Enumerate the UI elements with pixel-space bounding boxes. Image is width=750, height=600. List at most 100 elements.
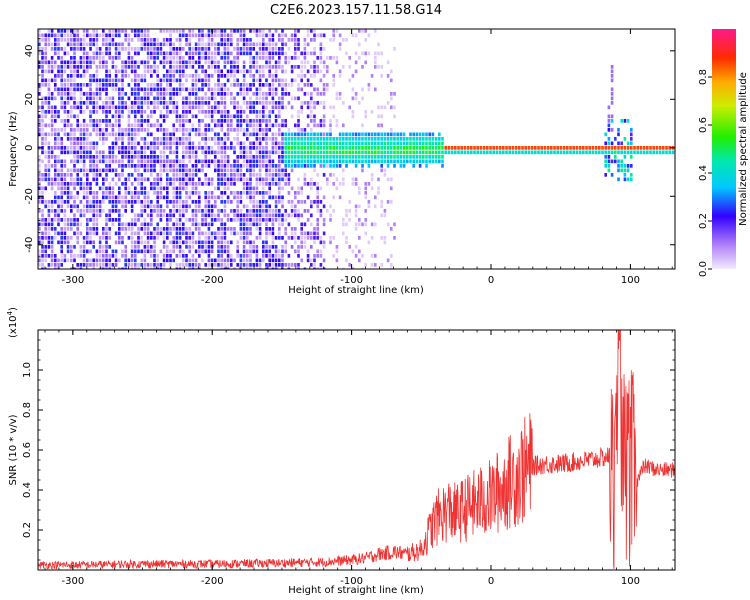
heat-cell (44, 83, 47, 87)
heat-cell (511, 150, 515, 155)
heat-cell (268, 128, 271, 132)
heat-cell (214, 168, 217, 173)
heat-cell (406, 146, 409, 150)
heat-cell (607, 141, 611, 146)
heat-cell (156, 42, 159, 47)
heat-cell (220, 51, 223, 56)
heat-cell (345, 258, 348, 263)
heat-cell (242, 150, 246, 155)
heat-cell (172, 78, 175, 83)
heat-cell (239, 47, 243, 51)
heat-cell (348, 263, 351, 267)
heat-cell (54, 110, 57, 114)
heat-cell (316, 267, 319, 269)
heat-cell (121, 47, 124, 51)
heat-cell (63, 119, 67, 123)
heat-cell (217, 258, 220, 263)
heat-cell (114, 204, 118, 209)
heat-cell (124, 33, 127, 38)
heat-cell (38, 132, 41, 137)
heat-cell (556, 150, 559, 155)
heat-cell (140, 47, 143, 51)
heat-cell (70, 258, 73, 263)
heat-cell (182, 213, 185, 218)
heat-cell (178, 92, 182, 96)
heat-cell (521, 146, 524, 150)
heat-cell (505, 150, 508, 155)
heat-cell (182, 182, 185, 186)
heat-cell (210, 42, 214, 47)
heat-cell (265, 236, 268, 240)
heat-cell (316, 92, 319, 96)
heat-cell (233, 159, 236, 164)
heat-cell (44, 155, 47, 159)
heat-cell (175, 204, 179, 209)
heat-cell (242, 96, 246, 101)
heat-cell (150, 164, 153, 168)
heat-cell (60, 87, 63, 92)
heat-cell (239, 83, 243, 87)
heat-cell (38, 191, 41, 195)
heat-cell (271, 110, 275, 114)
heat-cell (242, 119, 246, 123)
heat-cell (156, 195, 159, 200)
heat-cell (54, 87, 57, 92)
heat-cell (166, 137, 169, 141)
heat-cell (150, 47, 153, 51)
heat-cell (153, 236, 156, 240)
heat-cell (204, 137, 207, 141)
heat-cell (121, 132, 124, 137)
heat-cell (172, 240, 175, 245)
heat-cell (82, 168, 86, 173)
spectrogram-y-axis-label: Frequency (Hz) (8, 111, 19, 187)
heat-cell (233, 146, 236, 150)
heat-cell (127, 51, 131, 56)
heat-cell (191, 222, 195, 227)
heat-cell (463, 146, 467, 150)
heat-cell (294, 78, 297, 83)
heat-cell (431, 146, 435, 150)
heat-cell (297, 245, 300, 249)
heat-cell (319, 263, 323, 267)
heat-cell (329, 146, 332, 150)
heat-cell (114, 240, 118, 245)
heat-cell (86, 168, 89, 173)
heat-cell (79, 245, 83, 249)
heat-cell (246, 123, 249, 128)
heat-cell (89, 87, 92, 92)
heat-cell (258, 137, 262, 141)
heat-cell (310, 105, 313, 110)
heat-cell (105, 119, 108, 123)
heat-cell (73, 231, 76, 236)
heat-cell (156, 254, 159, 258)
heat-cell (252, 209, 255, 213)
heat-cell (290, 209, 294, 213)
heat-cell (582, 150, 585, 155)
heat-cell (287, 213, 291, 218)
heat-cell (303, 209, 307, 213)
heat-cell (630, 146, 633, 150)
heat-cell (86, 218, 89, 222)
heat-cell (246, 209, 249, 213)
heat-cell (127, 60, 131, 65)
heat-cell (370, 222, 374, 227)
heat-cell (134, 128, 137, 132)
heat-cell (236, 29, 239, 33)
heat-cell (54, 191, 57, 195)
heat-cell (44, 177, 47, 182)
heat-cell (620, 159, 623, 164)
heat-cell (306, 114, 310, 119)
heat-cell (409, 141, 412, 146)
heat-cell (217, 173, 220, 177)
heat-cell (57, 186, 60, 191)
heat-cell (108, 209, 111, 213)
heat-cell (57, 141, 60, 146)
heat-cell (326, 182, 329, 186)
heat-cell (249, 200, 252, 204)
heat-cell (220, 236, 223, 240)
heat-cell (86, 195, 89, 200)
heat-cell (146, 141, 150, 146)
heat-cell (354, 177, 358, 182)
